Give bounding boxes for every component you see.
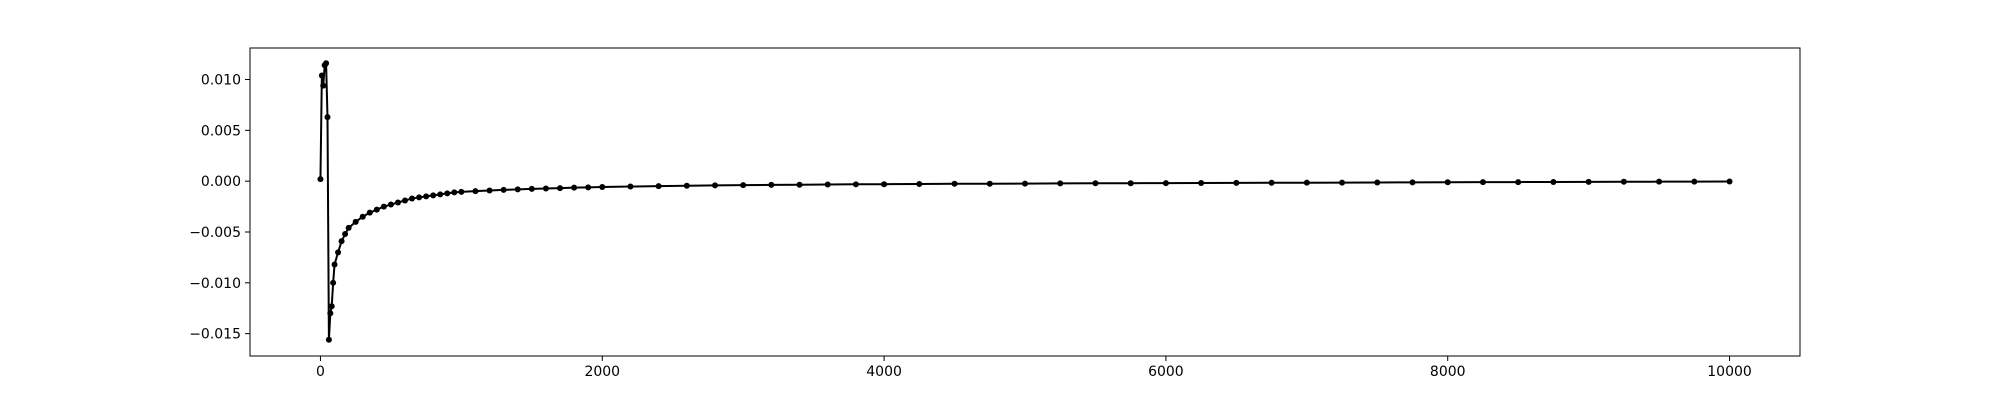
- y-tick-label: 0.000: [201, 174, 241, 190]
- y-axis: 0.010 0.005 0.000 −0.005 −0.010 −0.015: [189, 73, 250, 343]
- data-point: [394, 199, 401, 206]
- data-point: [740, 182, 747, 189]
- data-point: [1479, 179, 1486, 186]
- data-point: [325, 336, 332, 343]
- data-point: [330, 279, 337, 286]
- data-point: [324, 114, 331, 121]
- data-point: [916, 181, 923, 188]
- data-point: [881, 181, 888, 188]
- data-point: [342, 231, 349, 238]
- data-point: [1691, 178, 1698, 185]
- data-point: [1374, 179, 1381, 186]
- data-point: [323, 60, 330, 67]
- data-point: [951, 180, 958, 187]
- data-point: [1233, 179, 1240, 186]
- data-point: [430, 192, 437, 199]
- data-point: [437, 191, 444, 198]
- y-tick-label: −0.010: [189, 276, 241, 292]
- data-point: [1057, 180, 1064, 187]
- x-tick-label: 2000: [584, 364, 620, 380]
- y-tick-label: 0.005: [201, 123, 241, 139]
- y-tick-label: −0.015: [189, 327, 241, 343]
- data-point: [571, 184, 578, 191]
- plot-area-frame: [249, 47, 1801, 357]
- data-point: [327, 310, 334, 317]
- data-point: [852, 181, 859, 188]
- data-point: [352, 218, 359, 225]
- data-point: [528, 185, 535, 192]
- data-point: [359, 213, 366, 220]
- x-tick-label: 8000: [1430, 364, 1466, 380]
- data-point: [451, 189, 458, 196]
- data-point: [486, 187, 493, 194]
- data-point: [366, 209, 373, 216]
- x-tick-label: 10000: [1707, 364, 1752, 380]
- data-point: [1127, 180, 1134, 187]
- data-point: [335, 249, 342, 256]
- data-point: [373, 206, 380, 213]
- data-point: [416, 194, 423, 201]
- data-point: [423, 193, 430, 200]
- data-point: [317, 176, 324, 183]
- data-point: [683, 182, 690, 189]
- data-point: [542, 185, 549, 192]
- series-line: [319, 62, 1730, 341]
- data-point: [1303, 179, 1310, 186]
- data-point: [796, 181, 803, 188]
- data-point: [585, 184, 592, 191]
- data-point: [345, 224, 352, 231]
- data-point: [387, 201, 394, 208]
- data-point: [1162, 180, 1169, 187]
- data-point: [402, 197, 408, 204]
- data-point: [599, 184, 606, 191]
- data-point: [331, 261, 338, 268]
- data-point: [380, 203, 387, 210]
- x-tick-label: 4000: [866, 364, 902, 380]
- x-tick-label: 0: [316, 364, 325, 380]
- data-point: [472, 188, 479, 195]
- data-point: [318, 72, 325, 79]
- data-point: [1339, 179, 1346, 186]
- data-point: [1444, 179, 1451, 186]
- data-point: [1268, 179, 1275, 186]
- y-tick-label: 0.010: [201, 73, 241, 89]
- data-point: [627, 183, 634, 190]
- data-point: [1550, 178, 1557, 185]
- data-point: [338, 238, 345, 245]
- data-point: [1726, 178, 1733, 185]
- data-point: [557, 185, 563, 192]
- data-point: [328, 303, 335, 310]
- x-tick-label: 6000: [1148, 364, 1184, 380]
- data-point: [409, 195, 416, 202]
- series-layer: [317, 60, 1733, 343]
- data-point: [824, 181, 831, 188]
- data-point: [514, 186, 521, 193]
- data-point: [1198, 179, 1205, 186]
- data-point: [500, 186, 507, 193]
- data-point: [1409, 179, 1416, 186]
- data-point: [1515, 179, 1522, 186]
- data-point: [1022, 180, 1028, 187]
- data-point: [1656, 178, 1663, 185]
- data-point: [444, 190, 451, 197]
- data-point: [768, 181, 775, 188]
- data-point: [986, 180, 993, 187]
- data-point: [1620, 178, 1627, 185]
- data-point: [320, 82, 327, 89]
- data-point: [712, 182, 718, 189]
- data-point: [655, 183, 662, 190]
- data-point: [1585, 178, 1592, 185]
- x-axis: 0 2000 4000 6000 8000 10000: [316, 356, 1752, 380]
- data-point: [1092, 180, 1099, 187]
- data-point: [458, 188, 465, 195]
- y-tick-label: −0.005: [189, 225, 241, 241]
